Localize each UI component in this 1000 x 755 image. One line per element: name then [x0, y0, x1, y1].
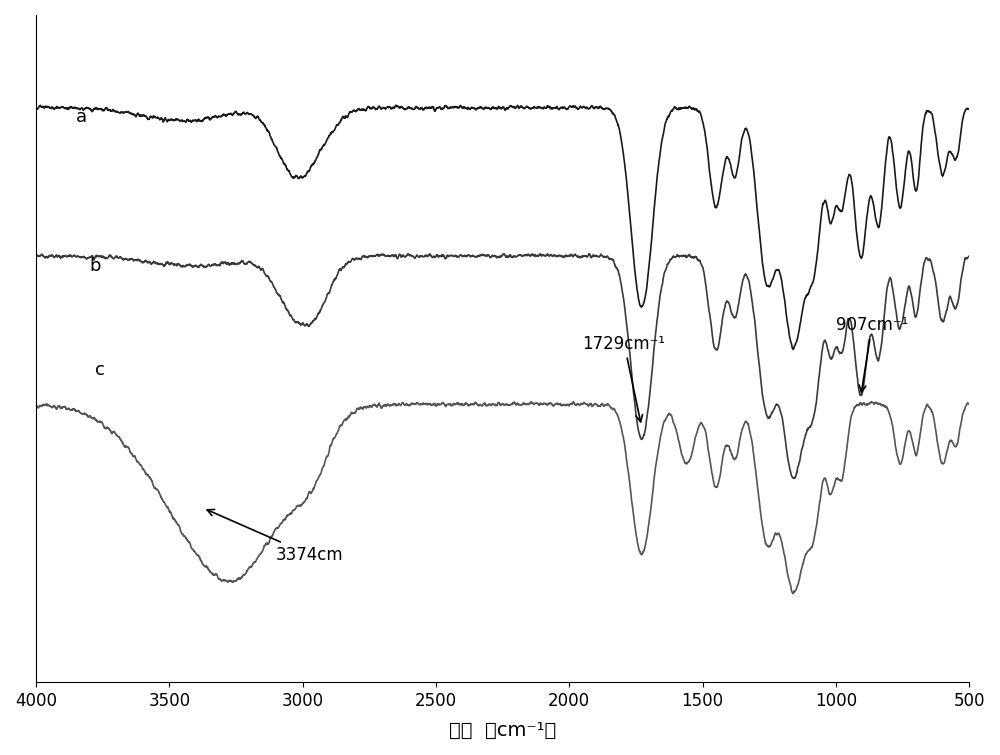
Text: a: a	[76, 109, 87, 127]
Text: 907cm⁻¹: 907cm⁻¹	[836, 316, 908, 392]
Text: c: c	[95, 361, 105, 378]
Text: 3374cm: 3374cm	[207, 510, 344, 564]
X-axis label: 波数  （cm⁻¹）: 波数 （cm⁻¹）	[449, 721, 556, 740]
Text: 1729cm⁻¹: 1729cm⁻¹	[583, 334, 666, 422]
Text: b: b	[89, 257, 101, 275]
